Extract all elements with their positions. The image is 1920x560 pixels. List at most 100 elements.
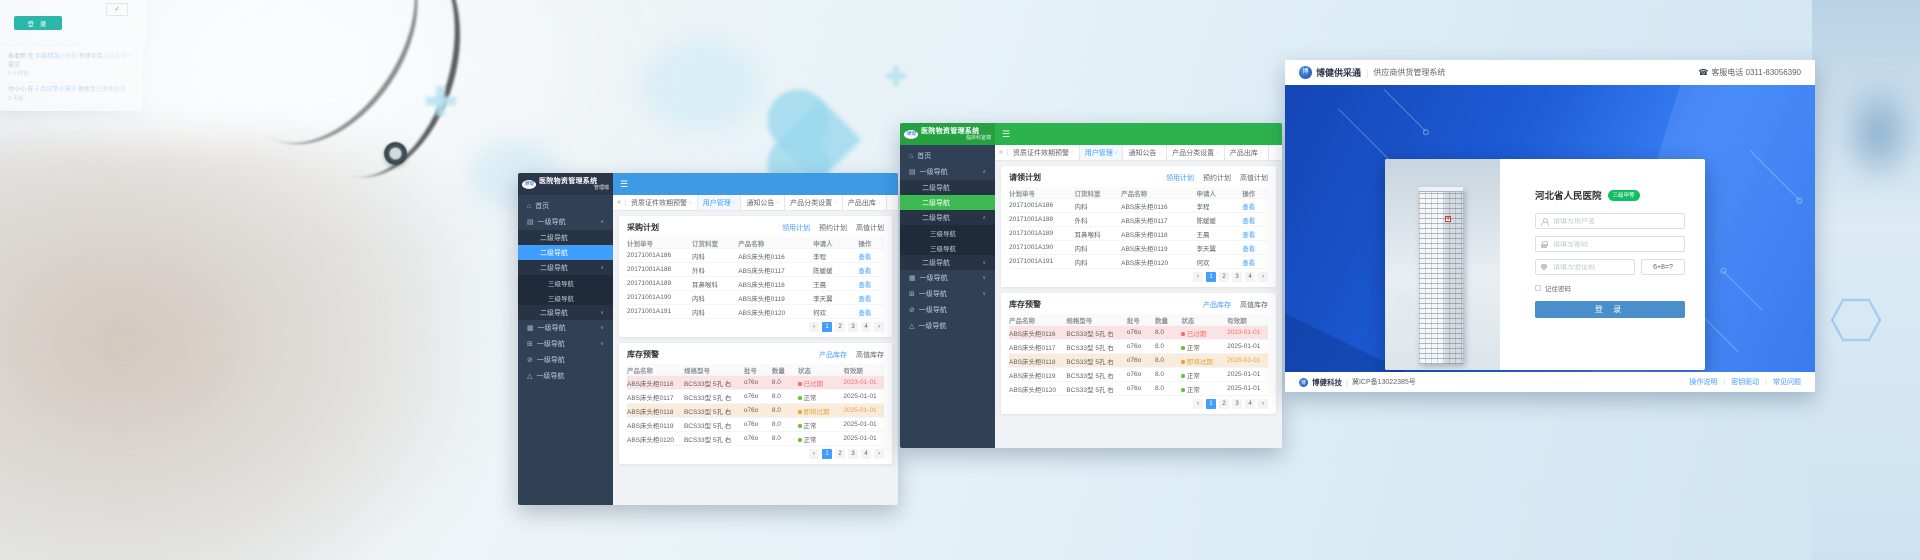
- tab-close-icon[interactable]: ○: [1259, 150, 1263, 155]
- sidebar-item[interactable]: ▤ 一级导航 ∧: [900, 164, 995, 180]
- sidebar-item[interactable]: 二级导航 ∨: [518, 305, 613, 320]
- view-link[interactable]: 查看: [858, 253, 872, 261]
- view-link[interactable]: 查看: [1242, 259, 1256, 267]
- page-button[interactable]: 3: [848, 322, 858, 332]
- tab[interactable]: 产品分类设置 ○: [1167, 145, 1225, 160]
- page-button[interactable]: 4: [1245, 399, 1255, 409]
- view-link[interactable]: 查看: [1242, 203, 1256, 211]
- collapse-tabs-icon[interactable]: «: [613, 199, 626, 206]
- page-button[interactable]: ‹: [809, 449, 819, 459]
- page-button[interactable]: 4: [861, 322, 871, 332]
- page-button[interactable]: 2: [835, 322, 845, 332]
- captcha-question[interactable]: 6+8=?: [1641, 259, 1685, 275]
- sidebar-item[interactable]: ⌂ 首页: [900, 148, 995, 164]
- captcha-field[interactable]: [1535, 259, 1635, 275]
- sidebar-item-active[interactable]: 二级导航: [518, 245, 613, 260]
- menu-toggle-icon[interactable]: ☰: [1002, 128, 1011, 139]
- stock-link[interactable]: 产品库存: [819, 351, 847, 359]
- tab-close-icon[interactable]: ○: [1158, 150, 1162, 155]
- sidebar-item[interactable]: ⌂ 首页: [518, 198, 613, 214]
- page-button[interactable]: ‹: [809, 322, 819, 332]
- tab-close-icon[interactable]: ○: [689, 200, 692, 205]
- username-field[interactable]: [1535, 213, 1685, 229]
- plan-link[interactable]: 预约计划: [819, 224, 847, 232]
- tab-close-icon[interactable]: ○: [776, 200, 780, 205]
- tab[interactable]: 资质证件效期预警 ○: [626, 195, 698, 210]
- menu-toggle-icon[interactable]: ☰: [620, 178, 629, 189]
- page-button[interactable]: 3: [1232, 399, 1242, 409]
- tab-close-icon[interactable]: ○: [732, 200, 736, 205]
- sidebar-item[interactable]: 三级导航: [518, 275, 613, 290]
- tab-close-icon[interactable]: ○: [1071, 150, 1074, 155]
- sidebar-item[interactable]: ⊞ 一级导航 ∨: [900, 286, 995, 302]
- tab[interactable]: 资质证件效期预警 ○: [1008, 145, 1080, 160]
- tab-active[interactable]: 用户管理 ○: [697, 195, 742, 210]
- sidebar-item[interactable]: △ 一级导航: [518, 368, 613, 384]
- page-button[interactable]: ›: [1258, 272, 1268, 282]
- page-button-active[interactable]: 1: [1206, 272, 1216, 282]
- view-link[interactable]: 查看: [1242, 217, 1256, 225]
- footer-link-keydriver[interactable]: 密钥驱动: [1731, 379, 1760, 386]
- username-input[interactable]: [1553, 217, 1684, 225]
- sidebar-item[interactable]: ▦ 一级导航 ∨: [518, 320, 613, 336]
- password-input[interactable]: [1553, 240, 1684, 248]
- view-link[interactable]: 查看: [858, 295, 872, 303]
- tab[interactable]: 产品出库 ○: [1225, 145, 1269, 160]
- tab[interactable]: 产品出库 ○: [843, 195, 887, 210]
- page-button-active[interactable]: 1: [1206, 399, 1216, 409]
- sidebar-item-active[interactable]: 二级导航: [900, 195, 995, 210]
- sidebar-item[interactable]: ⊘ 一级导航: [518, 352, 613, 368]
- tab-close-icon[interactable]: ○: [834, 200, 837, 205]
- page-button[interactable]: 2: [1219, 399, 1229, 409]
- tab[interactable]: 通知公告 ○: [1123, 145, 1168, 160]
- stock-link[interactable]: 高值库存: [856, 351, 884, 359]
- plan-link[interactable]: 领用计划: [782, 224, 810, 232]
- remember-checkbox[interactable]: [1535, 285, 1541, 291]
- sidebar-item[interactable]: 三级导航: [900, 225, 995, 240]
- tab-close-icon[interactable]: ○: [1114, 150, 1118, 155]
- sidebar-item[interactable]: 三级导航: [900, 240, 995, 255]
- captcha-input[interactable]: [1553, 263, 1634, 271]
- sidebar-item[interactable]: 二级导航: [900, 180, 995, 195]
- tab-close-icon[interactable]: ○: [877, 200, 881, 205]
- tab-active[interactable]: 用户管理 ○: [1079, 145, 1124, 160]
- footer-link-manual[interactable]: 操作说明: [1689, 379, 1718, 386]
- stock-link[interactable]: 产品库存: [1203, 301, 1231, 309]
- sidebar-item[interactable]: 二级导航 ∧: [518, 260, 613, 275]
- page-button[interactable]: 4: [1245, 272, 1255, 282]
- plan-link[interactable]: 领用计划: [1166, 174, 1194, 182]
- view-link[interactable]: 查看: [858, 281, 872, 289]
- view-link[interactable]: 查看: [858, 309, 872, 317]
- page-button[interactable]: ›: [874, 322, 884, 332]
- sidebar-item[interactable]: △ 一级导航: [900, 318, 995, 334]
- sidebar-item[interactable]: 三级导航: [518, 290, 613, 305]
- page-button-active[interactable]: 1: [822, 322, 832, 332]
- sidebar-item[interactable]: 二级导航 ∨: [900, 255, 995, 270]
- sidebar-item[interactable]: 二级导航 ∧: [900, 210, 995, 225]
- password-field[interactable]: [1535, 236, 1685, 252]
- page-button[interactable]: 2: [835, 449, 845, 459]
- page-button[interactable]: 3: [1232, 272, 1242, 282]
- page-button[interactable]: ›: [874, 449, 884, 459]
- view-link[interactable]: 查看: [1242, 245, 1256, 253]
- page-button[interactable]: 2: [1219, 272, 1229, 282]
- sidebar-item[interactable]: ⊞ 一级导航 ∨: [518, 336, 613, 352]
- page-button[interactable]: ‹: [1193, 399, 1203, 409]
- checkbox-checked-icon[interactable]: ✓: [106, 3, 128, 16]
- page-button[interactable]: ‹: [1193, 272, 1203, 282]
- stock-link[interactable]: 高值库存: [1240, 301, 1268, 309]
- page-button-active[interactable]: 1: [822, 449, 832, 459]
- view-link[interactable]: 查看: [858, 267, 872, 275]
- page-button[interactable]: 4: [861, 449, 871, 459]
- plan-link[interactable]: 预约计划: [1203, 174, 1231, 182]
- plan-link[interactable]: 高值计划: [1240, 174, 1268, 182]
- sidebar-item[interactable]: 二级导航: [518, 230, 613, 245]
- mini-login-button[interactable]: 登 录: [14, 16, 62, 30]
- sidebar-item[interactable]: ▤ 一级导航 ∧: [518, 214, 613, 230]
- tab[interactable]: 通知公告 ○: [741, 195, 786, 210]
- sidebar-item[interactable]: ⊘ 一级导航: [900, 302, 995, 318]
- page-button[interactable]: ›: [1258, 399, 1268, 409]
- page-button[interactable]: 3: [848, 449, 858, 459]
- sidebar-item[interactable]: ▦ 一级导航 ∨: [900, 270, 995, 286]
- collapse-tabs-icon[interactable]: «: [995, 149, 1008, 156]
